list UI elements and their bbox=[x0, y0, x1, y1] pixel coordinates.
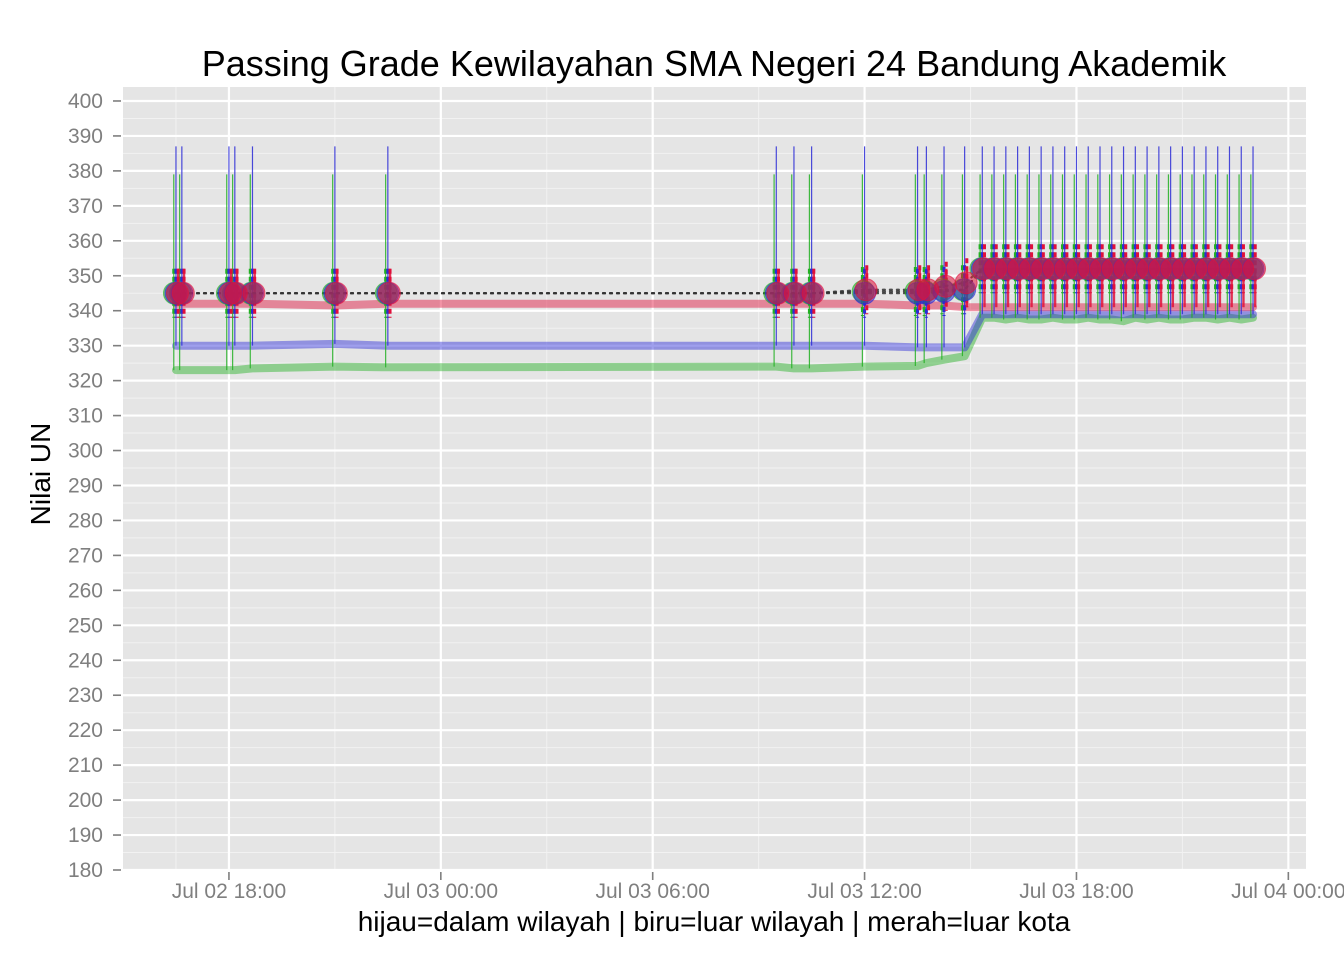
y-tick-label: 180 bbox=[68, 859, 103, 882]
y-tick-label: 380 bbox=[68, 160, 103, 183]
data-layer bbox=[162, 146, 1267, 375]
y-tick-label: 290 bbox=[68, 474, 103, 497]
y-tick-label: 390 bbox=[68, 125, 103, 148]
y-tick-label: 190 bbox=[68, 824, 103, 847]
y-tick-label: 220 bbox=[68, 719, 103, 742]
plot-panel bbox=[123, 87, 1306, 870]
y-tick-label: 230 bbox=[68, 684, 103, 707]
y-tick-label: 360 bbox=[68, 230, 103, 253]
chart-title: Passing Grade Kewilayahan SMA Negeri 24 … bbox=[202, 43, 1228, 84]
y-tick-label: 310 bbox=[68, 405, 103, 428]
y-tick-label: 350 bbox=[68, 265, 103, 288]
y-tick-label: 340 bbox=[68, 300, 103, 323]
y-tick-label: 280 bbox=[68, 509, 103, 532]
luar-kota-mean-point bbox=[171, 281, 195, 305]
x-axis: Jul 02 18:00 Jul 03 00:00 Jul 03 06:00 Jul … bbox=[172, 872, 1344, 903]
x-tick-label: Jul 04 00:00 bbox=[1231, 880, 1344, 903]
x-tick-label: Jul 02 18:00 bbox=[172, 880, 286, 903]
luar-kota-mean-point bbox=[801, 281, 825, 305]
luar-kota-mean-point bbox=[377, 281, 401, 305]
major-gridlines bbox=[123, 87, 1306, 872]
x-tick-label: Jul 03 12:00 bbox=[807, 880, 921, 903]
luar-kota-mean-point bbox=[934, 274, 958, 298]
y-tick-label: 300 bbox=[68, 440, 103, 463]
minor-gridlines bbox=[123, 87, 1306, 870]
y-tick-label: 240 bbox=[68, 649, 103, 672]
x-tick-label: Jul 03 18:00 bbox=[1019, 880, 1133, 903]
dalam-wilayah-min-line bbox=[172, 313, 1257, 375]
y-tick-label: 250 bbox=[68, 614, 103, 637]
y-axis-title: Nilai UN bbox=[25, 423, 56, 526]
y-axis: 180 190 200 210 220 230 240 250 260 270 280 290 300 3… bbox=[68, 90, 121, 882]
x-axis-title: hijau=dalam wilayah | biru=luar wilayah … bbox=[358, 906, 1071, 937]
luar-kota-mean-point bbox=[854, 278, 878, 302]
y-tick-label: 210 bbox=[68, 754, 103, 777]
y-tick-label: 400 bbox=[68, 90, 103, 113]
y-tick-label: 200 bbox=[68, 789, 103, 812]
y-tick-label: 370 bbox=[68, 195, 103, 218]
luar-kota-mean-point bbox=[954, 271, 978, 295]
luar-kota-mean-point bbox=[324, 281, 348, 305]
luar-kota-mean-point bbox=[1243, 257, 1267, 281]
y-tick-label: 260 bbox=[68, 579, 103, 602]
x-tick-label: Jul 03 06:00 bbox=[595, 880, 709, 903]
luar-kota-mean-points bbox=[165, 257, 1267, 305]
y-tick-label: 330 bbox=[68, 335, 103, 358]
y-tick-label: 270 bbox=[68, 544, 103, 567]
y-tick-label: 320 bbox=[68, 370, 103, 393]
luar-kota-mean-point bbox=[242, 281, 266, 305]
x-tick-label: Jul 03 00:00 bbox=[384, 880, 498, 903]
